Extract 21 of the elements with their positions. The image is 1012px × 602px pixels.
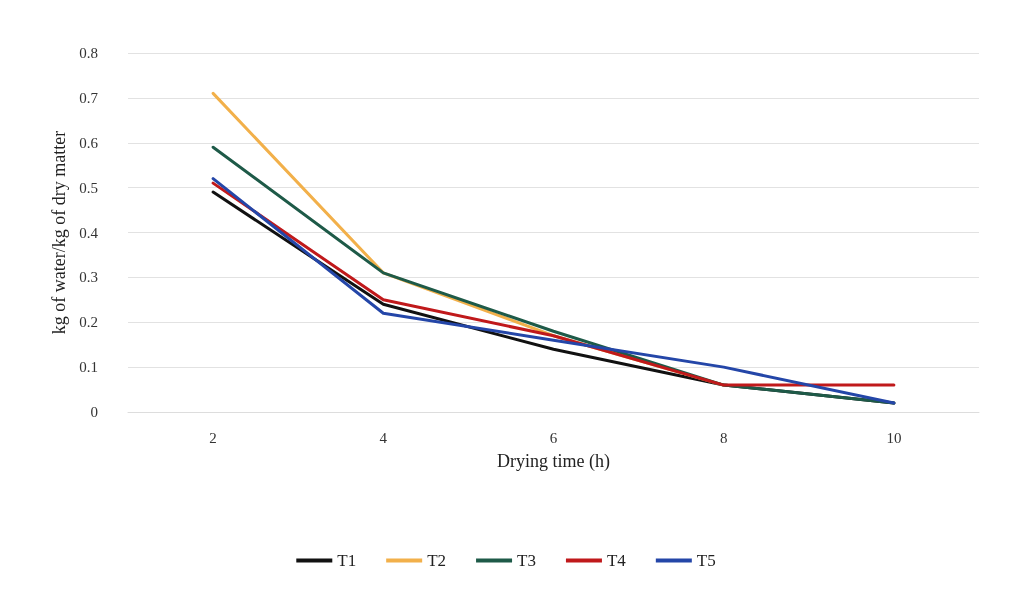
y-tick-label: 0.2 xyxy=(79,314,98,331)
y-tick-label: 0.8 xyxy=(79,45,98,61)
y-tick-label: 0.3 xyxy=(79,269,98,286)
legend-label: T4 xyxy=(606,551,627,570)
y-tick-label: 0.6 xyxy=(79,134,99,151)
x-tick-label: 6 xyxy=(549,429,558,446)
x-axis-title: Drying time (h) xyxy=(497,451,610,472)
y-tick-label: 0.5 xyxy=(79,179,98,196)
x-tick-label: 8 xyxy=(719,429,728,446)
y-tick-label: 0 xyxy=(90,404,98,420)
legend-label: T3 xyxy=(517,551,536,570)
y-tick-label: 0.1 xyxy=(79,359,98,376)
x-tick-label: 10 xyxy=(886,429,902,446)
y-tick-label: 0.4 xyxy=(79,224,99,241)
x-tick-label: 4 xyxy=(379,429,388,446)
legend-label: T2 xyxy=(427,551,447,570)
y-axis-title: kg of water/kg of dry matter xyxy=(49,130,70,335)
legend-label: T5 xyxy=(696,551,716,570)
legend-label: T1 xyxy=(337,551,357,570)
x-tick-label: 2 xyxy=(209,429,217,446)
y-tick-label: 0.7 xyxy=(79,89,99,106)
